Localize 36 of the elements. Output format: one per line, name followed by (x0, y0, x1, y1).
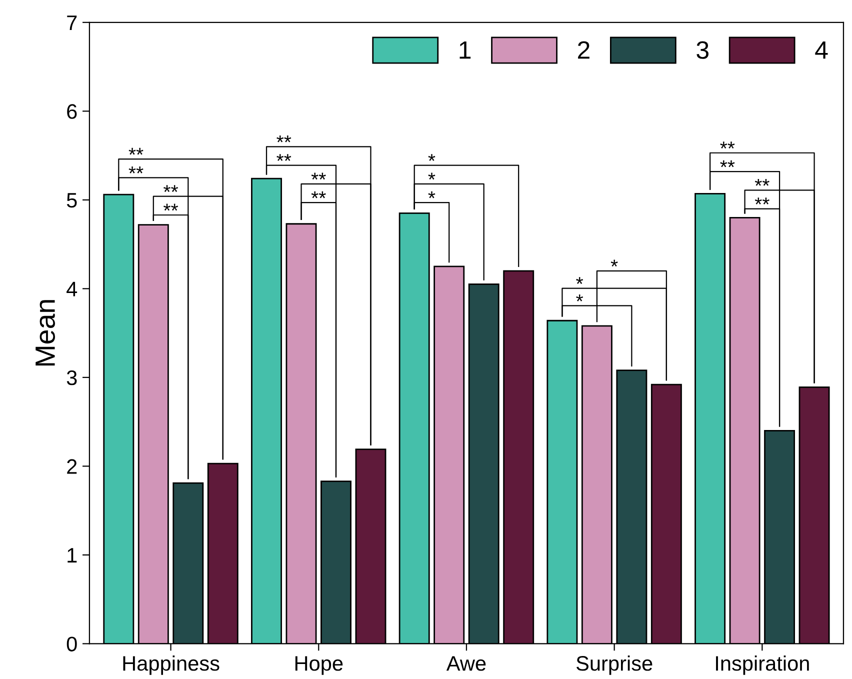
y-tick-label: 3 (66, 370, 77, 386)
annotation: ** (720, 142, 735, 149)
legend-label: 4 (815, 41, 828, 59)
annotation: ** (311, 191, 326, 198)
annotation: * (576, 294, 584, 302)
legend-label: 1 (460, 41, 471, 59)
annotation: ** (754, 198, 770, 204)
annotation: * (576, 277, 584, 284)
x-tick-label: Happiness (123, 656, 220, 675)
annotation: ** (276, 135, 292, 142)
annotation: ** (128, 148, 144, 155)
annotation: ** (128, 166, 144, 174)
y-tick-label: 6 (67, 104, 77, 119)
annotation: ** (720, 160, 735, 168)
y-tick-label: 0 (66, 636, 77, 652)
annotation: ** (164, 204, 178, 211)
x-tick-label: Surprise (576, 656, 652, 675)
annotation: * (610, 260, 618, 267)
y-tick-label: 5 (66, 193, 77, 208)
annotation: ** (276, 154, 292, 161)
legend-label: 2 (578, 41, 590, 59)
annotation: ** (311, 172, 326, 180)
annotation: * (428, 172, 436, 180)
y-tick-label: 4 (66, 282, 78, 296)
annotation: ** (164, 185, 178, 192)
x-tick-label: Awe (446, 656, 486, 671)
annotation: * (428, 154, 436, 161)
x-tick-label: Hope (295, 656, 343, 675)
annotation: * (428, 191, 436, 198)
annotation: ** (754, 178, 770, 186)
legend-label: 3 (696, 41, 708, 59)
y-axis-title: Mean (36, 300, 56, 366)
y-tick-label: 2 (67, 459, 77, 474)
y-tick-label: 7 (67, 16, 77, 30)
y-tick-label: 1 (68, 548, 77, 562)
x-tick-label: Inspiration (716, 656, 809, 675)
